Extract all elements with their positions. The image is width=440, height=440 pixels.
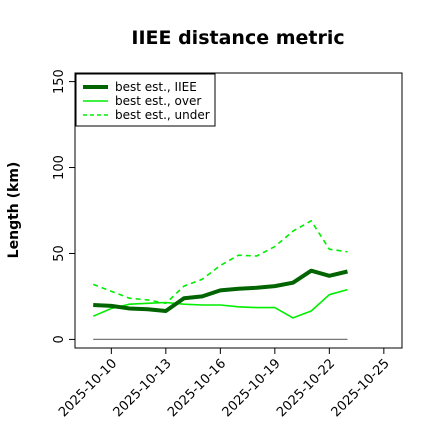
legend-box — [75, 73, 216, 127]
y-axis: 0 50 100 150 — [52, 69, 75, 344]
y-axis-label: Length (km) — [6, 162, 22, 259]
x-axis: 2025-10-102025-10-132025-10-162025-10-19… — [56, 348, 393, 420]
series-line-thick-solid — [93, 268, 348, 313]
y-tick-label: 100 — [52, 155, 67, 180]
plot-area-border — [74, 72, 403, 349]
chart-title: IIEE distance metric — [131, 27, 344, 49]
x-tick-label: 2025-10-25 — [329, 356, 393, 420]
legend-label: best est., over — [115, 94, 201, 108]
legend-label: best est., IIEE — [115, 80, 197, 94]
series-layer — [92, 220, 348, 340]
series-line-solid — [92, 288, 348, 319]
y-tick-label: 150 — [52, 69, 67, 94]
y-tick-label: 0 — [52, 335, 67, 343]
y-tick-label: 50 — [52, 245, 67, 262]
legend-label: best est., under — [115, 108, 210, 122]
